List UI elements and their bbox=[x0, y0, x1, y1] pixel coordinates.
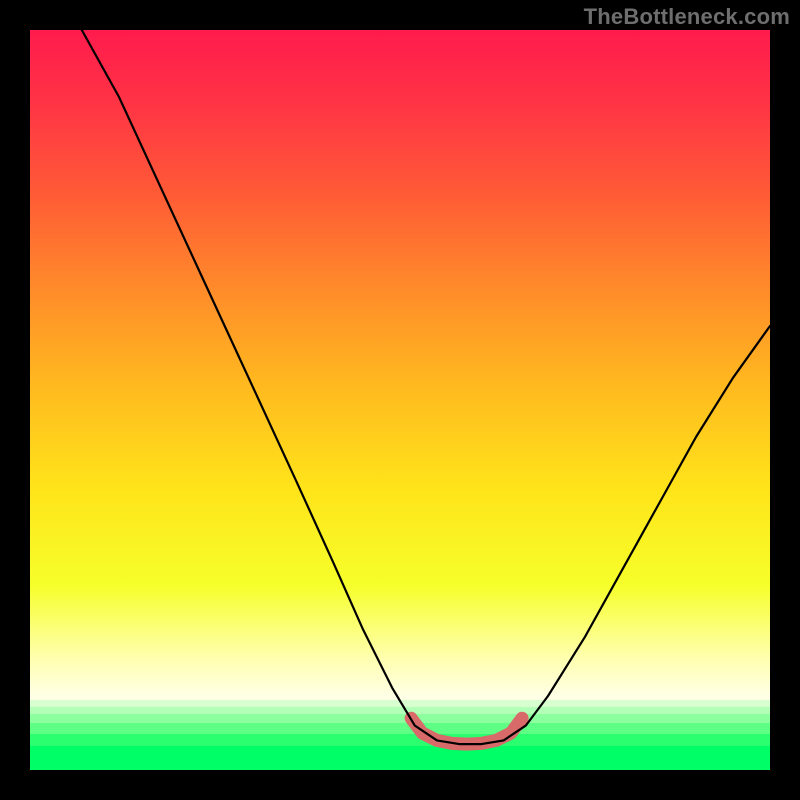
watermark-text: TheBottleneck.com bbox=[584, 4, 790, 30]
chart-frame: TheBottleneck.com bbox=[0, 0, 800, 800]
bottleneck-curve bbox=[82, 30, 770, 744]
plot-area bbox=[30, 30, 770, 770]
curve-layer bbox=[30, 30, 770, 770]
